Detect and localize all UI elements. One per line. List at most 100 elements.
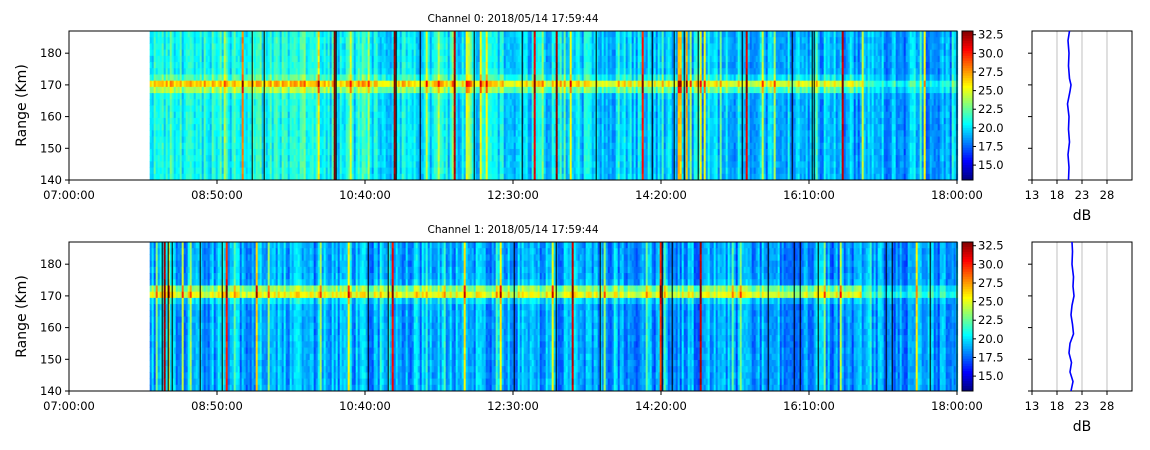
heatmap-cell [149,111,153,119]
heatmap-cell [247,130,251,138]
heatmap-cell [413,155,417,162]
heatmap-cell [191,105,195,113]
heatmap-cell [247,142,251,150]
heatmap-cell [197,161,201,169]
heatmap-cell [431,62,435,69]
heatmap-cell [441,124,445,131]
heatmap-cell [215,43,219,51]
heatmap-cell [287,62,291,69]
heatmap-cell [291,136,295,144]
heatmap-cell [173,86,177,94]
heatmap-cell [283,99,287,106]
heatmap-cell [181,136,185,144]
heatmap-cell [321,37,325,44]
heatmap-cell [299,80,303,88]
heatmap-cell [269,43,273,51]
heatmap-cell [371,74,375,82]
heatmap-cell [267,37,271,44]
heatmap-cell [379,142,383,150]
heatmap-cell [237,124,241,131]
heatmap-cell [339,99,343,106]
heatmap-cell [245,117,249,125]
heatmap-cell [157,148,161,156]
heatmap-cell [311,80,315,88]
heatmap-cell [371,167,375,175]
heatmap-cell [267,111,271,119]
heatmap-cell [413,99,417,106]
heatmap-cell [239,173,243,181]
heatmap-cell [171,105,175,113]
heatmap-cell [271,111,275,119]
heatmap-cell [249,99,253,106]
heatmap-cell [161,99,165,106]
heatmap-cell [437,62,441,69]
heatmap-cell [247,37,251,44]
heatmap-cell [273,93,277,100]
heatmap-cell [151,167,155,175]
heatmap-cell [385,155,389,162]
heatmap-cell [295,55,299,63]
heatmap-cell [429,167,433,175]
heatmap-cell [225,62,229,69]
heatmap-cell [215,173,219,181]
heatmap-cell [433,161,437,169]
heatmap-cell [327,155,331,162]
heatmap-cell [349,62,353,69]
heatmap-cell [317,142,321,150]
heatmap-cell [343,37,347,44]
heatmap-cell [373,130,377,138]
heatmap-cell [219,136,223,144]
heatmap-cell [269,148,273,156]
heatmap-cell [431,93,435,100]
heatmap-cell [349,74,353,82]
heatmap-cell [151,55,155,63]
heatmap-cell [177,37,181,44]
heatmap-cell [371,124,375,131]
heatmap-cell [279,130,283,138]
heatmap-cell [397,111,401,119]
heatmap-cell [159,37,163,44]
heatmap-cell [237,49,241,57]
heatmap-cell [267,148,271,156]
heatmap-cell [283,136,287,144]
heatmap-cell [227,37,231,44]
heatmap-cell [401,80,405,88]
heatmap-cell [223,49,227,57]
heatmap-cell [355,167,359,175]
heatmap-cell [267,31,271,38]
heatmap-cell [443,49,447,57]
heatmap-cell [405,148,409,156]
heatmap-cell [419,86,423,94]
heatmap-cell [263,136,267,144]
heatmap-cell [327,161,331,169]
heatmap-cell [347,62,351,69]
heatmap-cell [243,148,247,156]
heatmap-cell [239,117,243,125]
heatmap-cell [443,80,447,88]
heatmap-cell [411,105,415,113]
heatmap-cell [209,31,213,38]
heatmap-cell [281,93,285,100]
heatmap-cell [389,117,393,125]
heatmap-cell [193,43,197,51]
heatmap-cell [333,86,337,94]
heatmap-cell [437,74,441,82]
heatmap-cell [191,161,195,169]
heatmap-cell [227,130,231,138]
heatmap-cell [411,117,415,125]
heatmap-cell [149,74,153,82]
heatmap-cell [347,93,351,100]
heatmap-cell [299,68,303,75]
heatmap-cell [425,155,429,162]
heatmap-cell [399,173,403,181]
heatmap-cell [291,99,295,106]
heatmap-cell [431,86,435,94]
heatmap-cell [165,124,169,131]
heatmap-cell [243,37,247,44]
heatmap-cell [367,49,371,57]
heatmap-cell [319,111,323,119]
heatmap-cell [181,142,185,150]
heatmap-cell [417,62,421,69]
heatmap-cell [401,49,405,57]
heatmap-cell [295,124,299,131]
